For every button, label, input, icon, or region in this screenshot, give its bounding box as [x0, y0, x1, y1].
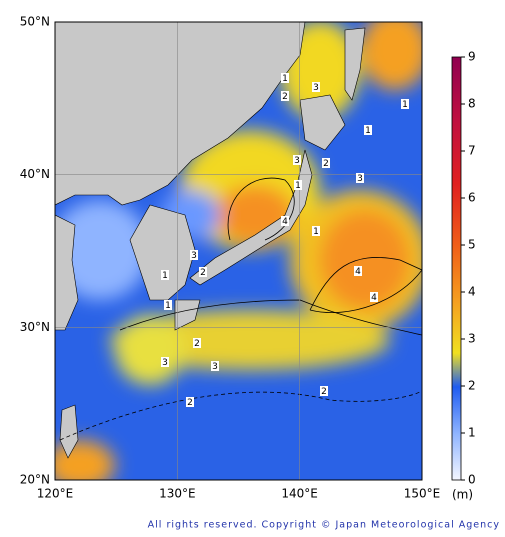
- contour-label: 3: [313, 83, 319, 93]
- contour-label: 1: [282, 74, 288, 84]
- contour-label-box: [294, 180, 302, 190]
- colorbar: [451, 56, 462, 481]
- colorbar-label: 2: [468, 379, 476, 393]
- colorbar-label: 6: [468, 191, 476, 205]
- contour-label-box: [354, 266, 362, 276]
- contour-label-box: [322, 158, 330, 168]
- contour-label: 4: [355, 267, 361, 277]
- contour-label: 3: [162, 358, 168, 368]
- colorbar-label: 8: [468, 97, 476, 111]
- contour-label-box: [211, 361, 219, 371]
- contour-label: 1: [313, 227, 319, 237]
- contour-label: 3: [212, 362, 218, 372]
- lon-label: 150°E: [404, 487, 441, 501]
- colorbar-label: 0: [468, 473, 476, 487]
- contour-label-box: [164, 300, 172, 310]
- contour-label: 1: [365, 126, 371, 136]
- colorbar-label: 3: [468, 332, 476, 346]
- lon-label: 120°E: [37, 487, 74, 501]
- lon-label: 130°E: [159, 487, 196, 501]
- contour-label: 3: [357, 174, 363, 184]
- contour-label: 2: [282, 92, 288, 102]
- map-frame: [54, 21, 423, 481]
- colorbar-label: 9: [468, 50, 476, 64]
- contour-label: 4: [371, 293, 377, 303]
- lat-label: 20°N: [20, 473, 50, 487]
- contour-label: 3: [191, 251, 197, 261]
- contour-label: 1: [402, 100, 408, 110]
- colorbar-label: 7: [468, 144, 476, 158]
- contour-label-box: [312, 226, 320, 236]
- copyright: All rights reserved. Copyright © Japan M…: [148, 520, 500, 531]
- contour-label-box: [281, 73, 289, 83]
- contour-label: 2: [194, 339, 200, 349]
- contour-label: 1: [162, 271, 168, 281]
- contour-label-box: [281, 91, 289, 101]
- contour-label-box: [370, 292, 378, 302]
- lon-label: 140°E: [281, 487, 318, 501]
- lat-label: 30°N: [20, 320, 50, 334]
- contour-label-box: [320, 386, 328, 396]
- lat-label: 40°N: [20, 167, 50, 181]
- contour-label: 1: [295, 181, 301, 191]
- contour-label: 2: [321, 387, 327, 397]
- contour-label-box: [312, 82, 320, 92]
- contour-label-box: [190, 250, 198, 260]
- contour-label-box: [199, 267, 207, 277]
- contour-label-box: [281, 216, 289, 226]
- contour-label: 1: [165, 301, 171, 311]
- colorbar-label: 1: [468, 426, 476, 440]
- colorbar-label: 4: [468, 285, 476, 299]
- contour-label-box: [161, 270, 169, 280]
- contour-label-box: [356, 173, 364, 183]
- contour-label: 2: [200, 268, 206, 278]
- colorbar-label: 5: [468, 238, 476, 252]
- contour-label: 4: [282, 217, 288, 227]
- lat-label: 50°N: [20, 15, 50, 29]
- contour-label-box: [193, 338, 201, 348]
- contour-label-box: [364, 125, 372, 135]
- contour-label-box: [401, 99, 409, 109]
- contour-label: 2: [187, 398, 193, 408]
- contour-label-box: [293, 155, 301, 165]
- map-area: [55, 22, 422, 480]
- contour-label: 2: [323, 159, 329, 169]
- colorbar-unit: (m): [452, 488, 473, 502]
- contour-label: 3: [294, 156, 300, 166]
- contour-label-box: [186, 397, 194, 407]
- contour-label-box: [161, 357, 169, 367]
